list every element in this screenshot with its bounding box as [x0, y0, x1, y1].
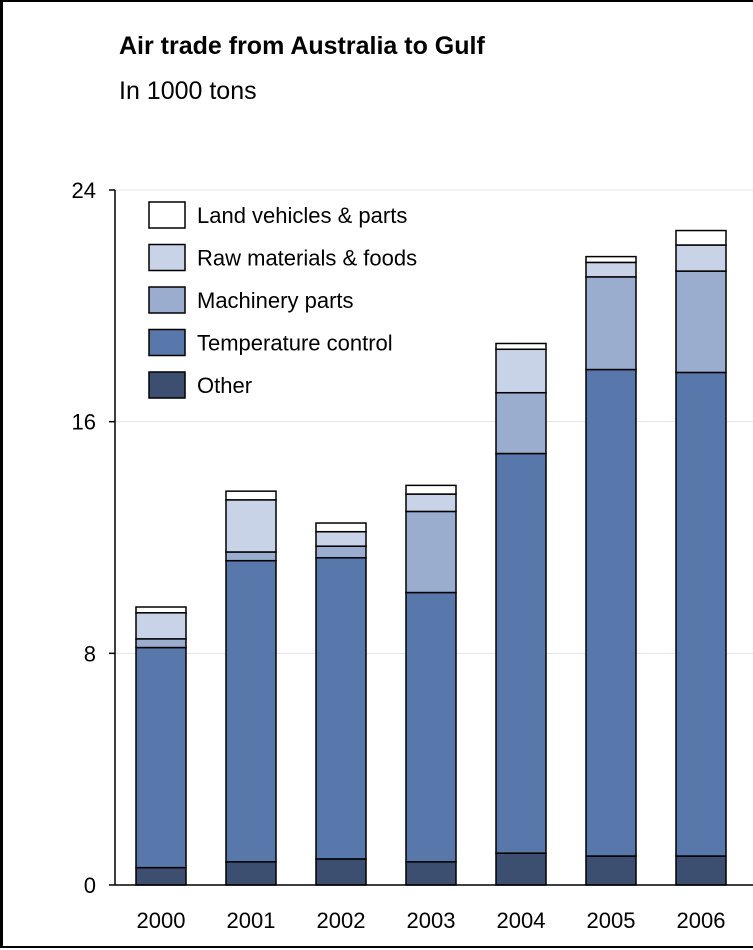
stacked-bar-chart: 2000 2001 2002 2003 2004 2005 2006 0 8 16 24 Land …	[72, 178, 753, 933]
bar-segment	[585, 855, 637, 886]
bar-segment	[405, 510, 457, 594]
legend-label: Other	[197, 373, 252, 398]
bar-segment	[225, 551, 277, 562]
bar-segment	[675, 244, 727, 272]
legend-swatch	[148, 328, 186, 357]
bar-segment	[135, 866, 187, 886]
bar-segment	[585, 255, 637, 264]
bar-segment	[315, 557, 367, 860]
bar-segment	[225, 499, 277, 553]
x-tick-label: 2004	[497, 908, 546, 933]
bar-segment	[585, 368, 637, 857]
bar-segment	[495, 452, 547, 854]
bar-stacks	[135, 229, 727, 886]
x-tick-label: 2000	[137, 908, 186, 933]
y-tick-label: 24	[72, 178, 96, 203]
axes: 2000 2001 2002 2003 2004 2005 2006 0 8 16 24	[72, 178, 753, 933]
bar-segment	[405, 591, 457, 863]
bar-segment	[225, 861, 277, 886]
y-tick-label: 16	[72, 410, 96, 435]
bar-segment	[135, 606, 187, 614]
bar-segment	[135, 612, 187, 640]
bar-segment	[315, 858, 367, 886]
bar-segment	[135, 646, 187, 869]
bar-segment	[585, 261, 637, 278]
x-tick-label: 2001	[227, 908, 276, 933]
legend: Land vehicles & parts Raw materials & foo…	[148, 201, 417, 399]
legend-label: Machinery parts	[197, 288, 354, 313]
legend-swatch	[148, 243, 186, 272]
bar-segment	[315, 545, 367, 559]
bar-segment	[135, 638, 187, 649]
bar-segment	[495, 391, 547, 455]
y-tick-label: 8	[84, 641, 96, 666]
legend-label: Land vehicles & parts	[197, 203, 407, 228]
x-tick-label: 2005	[587, 908, 636, 933]
bar-segment	[585, 276, 637, 371]
legend-label: Temperature control	[197, 331, 393, 356]
x-tick-label: 2006	[677, 908, 726, 933]
x-tick-label: 2003	[407, 908, 456, 933]
bar-segment	[405, 861, 457, 886]
y-tick-label: 0	[84, 873, 96, 898]
chart-subtitle: In 1000 tons	[119, 77, 257, 105]
legend-swatch	[148, 286, 186, 314]
bar-segment	[675, 229, 727, 246]
bar-segment	[495, 348, 547, 394]
bar-segment	[225, 490, 277, 501]
bar-segment	[495, 852, 547, 886]
bar-segment	[675, 855, 727, 886]
bar-segment	[495, 342, 547, 351]
bar-segment	[405, 484, 457, 495]
bar-segment	[675, 270, 727, 374]
legend-swatch	[148, 201, 186, 229]
legend-label: Raw materials & foods	[197, 246, 417, 271]
legend-swatch	[148, 371, 186, 399]
bar-segment	[315, 530, 367, 547]
bar-segment	[675, 371, 727, 857]
bar-segment	[315, 522, 367, 533]
chart-title: Air trade from Australia to Gulf	[119, 32, 485, 60]
bar-segment	[405, 493, 457, 513]
x-tick-label: 2002	[317, 908, 366, 933]
bar-segment	[225, 559, 277, 863]
